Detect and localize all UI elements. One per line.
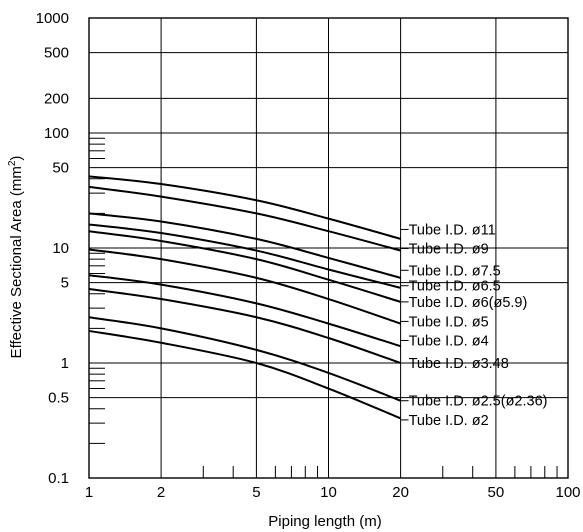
x-tick-label: 50	[488, 484, 505, 501]
y-tick-label: 0.1	[48, 470, 69, 487]
series-line-5	[88, 248, 401, 325]
x-tick-label: 5	[252, 484, 260, 501]
x-tick-label: 10	[320, 484, 337, 501]
y-axis-label-close: )	[8, 156, 25, 161]
series-label-7: Tube I.D. ø3.48	[409, 356, 509, 372]
series-label-5: Tube I.D. ø5	[409, 314, 489, 330]
series-line-9	[88, 329, 401, 420]
series-label-1: Tube I.D. ø9	[409, 242, 489, 258]
series-label-2: Tube I.D. ø7.5	[409, 263, 501, 279]
series-line-3	[88, 223, 401, 289]
x-tick-label: 100	[555, 484, 580, 501]
y-tick-label: 1000	[36, 10, 69, 27]
x-tick-labels: 1 2 5 10 20 50 100	[85, 484, 581, 501]
series-label-4: Tube I.D. ø6(ø5.9)	[409, 295, 528, 311]
x-tick-label: 2	[157, 484, 165, 501]
y-axis-label-text: Effective Sectional Area (mm	[8, 166, 25, 358]
x-axis-label: Piping length (m)	[268, 513, 381, 530]
y-axis-label: Effective Sectional Area (mm2)	[7, 156, 25, 359]
series-lines	[88, 175, 401, 420]
series-line-7	[88, 288, 401, 364]
series-label-0: Tube I.D. ø11	[409, 222, 496, 238]
y-tick-label: 200	[44, 90, 69, 107]
x-tick-label: 1	[85, 484, 93, 501]
series-line-0	[88, 175, 401, 240]
y-tick-label: 1	[61, 355, 69, 372]
y-tick-label: 500	[44, 45, 69, 62]
series-line-4	[88, 230, 401, 303]
series-label-9: Tube I.D. ø2	[409, 413, 489, 429]
series-label-3: Tube I.D. ø6.5	[409, 279, 501, 295]
series-line-2	[88, 212, 401, 279]
y-tick-label: 5	[61, 275, 69, 292]
y-tick-label: 0.5	[48, 390, 69, 407]
series-line-8	[88, 316, 401, 402]
y-tick-label: 100	[44, 125, 69, 142]
x-tick-label: 20	[392, 484, 409, 501]
y-tick-labels: 0.1 0.5 1 5 10 50 100 200 500 1000	[36, 10, 69, 487]
series-label-6: Tube I.D. ø4	[409, 333, 489, 349]
series-line-1	[88, 185, 401, 252]
y-axis-label-superscript: 2	[7, 160, 18, 166]
y-tick-label: 50	[52, 160, 69, 177]
series-line-6	[88, 274, 401, 348]
series-label-8: Tube I.D. ø2.5(ø2.36)	[409, 394, 548, 410]
y-tick-label: 10	[52, 240, 69, 257]
plot-frame	[88, 17, 569, 479]
minor-grid	[89, 137, 558, 478]
